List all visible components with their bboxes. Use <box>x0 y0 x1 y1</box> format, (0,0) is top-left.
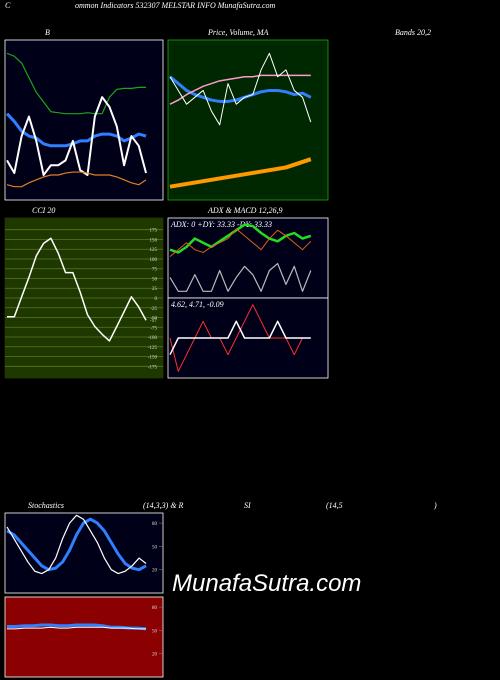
y-tick-label: 0 <box>155 297 158 302</box>
series-line <box>169 157 312 189</box>
series-line <box>6 171 147 188</box>
panel <box>167 217 329 299</box>
caption: (14,5 <box>326 501 343 510</box>
panel-text: ADX: 0 +DY: 33.33 -DY: 33.33 <box>170 220 272 229</box>
series-line <box>6 514 147 575</box>
series-line <box>169 75 312 103</box>
caption: SI <box>244 501 251 510</box>
series-line <box>7 626 147 630</box>
caption: (14,3,3) & R <box>143 501 184 510</box>
series-line <box>6 517 147 572</box>
series-line <box>169 52 312 126</box>
y-tick-label: 20 <box>152 569 158 574</box>
y-tick-label: 20 <box>152 653 158 658</box>
y-tick-label: 80 <box>152 606 158 611</box>
series-line <box>6 96 148 176</box>
y-tick-label: 175 <box>150 229 158 234</box>
y-tick-label: -25 <box>150 307 157 312</box>
y-tick-label: 25 <box>152 287 158 292</box>
y-tick-label: 125 <box>150 248 158 253</box>
y-tick-label: 80 <box>152 522 158 527</box>
panels: 175 150 125 100 75 50 25 0 -25 -50 -75 -100 -125 -150… <box>4 39 329 678</box>
series-line <box>6 52 147 115</box>
panel <box>167 39 329 201</box>
caption: B <box>45 28 50 37</box>
caption: Stochastics <box>28 501 64 510</box>
watermark: MunafaSutra.com <box>172 570 361 597</box>
y-tick-label: -175 <box>148 365 158 370</box>
y-tick-label: 50 <box>152 629 158 634</box>
series-line <box>169 320 311 356</box>
series-line <box>169 223 312 254</box>
series-line <box>5 112 147 148</box>
series-line <box>7 237 147 342</box>
series-line <box>169 228 312 257</box>
caption: Price, Volume, MA <box>207 28 269 37</box>
series-line <box>169 74 311 105</box>
panel <box>4 596 164 678</box>
caption: CCI 20 <box>32 206 55 215</box>
y-tick-label: -75 <box>150 326 157 331</box>
y-tick-label: 50 <box>152 277 158 282</box>
caption: ) <box>433 501 437 510</box>
y-tick-label: -125 <box>148 346 158 351</box>
end-label: -57 <box>150 319 157 324</box>
series-line <box>7 623 147 631</box>
caption: ADX & MACD 12,26,9 <box>207 206 282 215</box>
caption: Bands 20,2 <box>395 28 431 37</box>
y-tick-label: 150 <box>150 238 158 243</box>
y-tick-label: -50 <box>150 317 157 322</box>
y-tick-label: -150 <box>148 356 158 361</box>
y-tick-label: 75 <box>152 268 158 273</box>
y-tick-label: 50 <box>152 545 158 550</box>
series-line <box>169 262 312 292</box>
panel-text: 4.62, 4.71, -0.09 <box>171 300 224 309</box>
y-tick-label: -100 <box>148 336 158 341</box>
header-title: ommon Indicators 532307 MELSTAR INFO Mun… <box>75 1 276 10</box>
y-tick-label: 100 <box>150 258 158 263</box>
header-left: C <box>5 1 11 10</box>
